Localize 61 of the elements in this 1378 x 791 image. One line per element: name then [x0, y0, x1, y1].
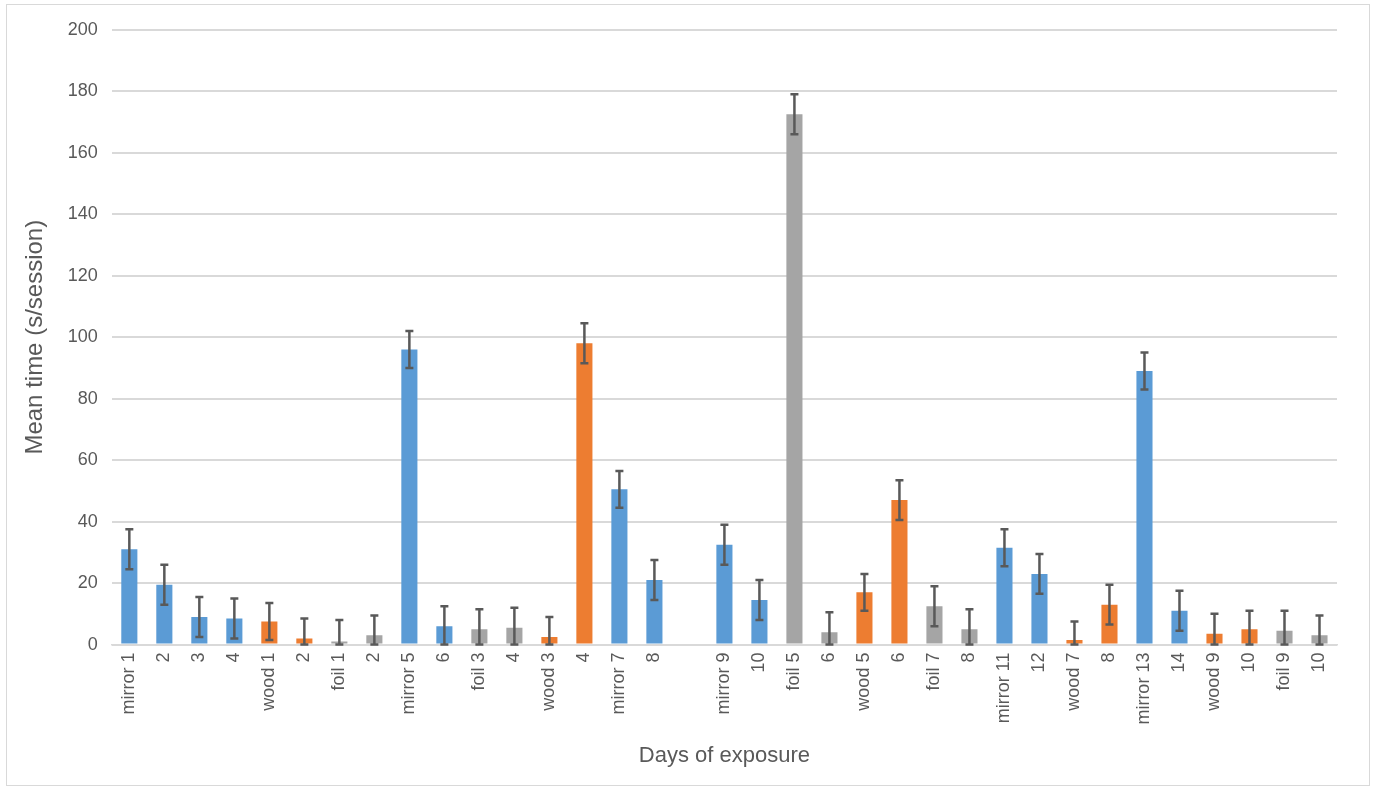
x-tick-label: 8: [643, 652, 664, 663]
x-tick-label: 3: [188, 652, 209, 663]
x-tick-label: foil 5: [783, 652, 804, 691]
y-tick-label: 40: [77, 510, 98, 531]
bar: [156, 584, 173, 644]
x-tick-label: 8: [1098, 652, 1119, 663]
x-tick-label: foil 3: [468, 652, 489, 691]
bar: [121, 549, 138, 644]
y-tick-label: 20: [77, 572, 98, 593]
x-tick-label: 10: [748, 652, 769, 673]
bar: [856, 592, 873, 644]
y-tick-label: 200: [67, 18, 98, 39]
x-tick-label: 10: [1238, 652, 1259, 673]
x-tick-label: 10: [1308, 652, 1329, 673]
x-tick-label: foil 9: [1273, 652, 1294, 691]
bar: [1031, 573, 1048, 644]
y-tick-label: 80: [77, 387, 98, 408]
x-tick-label: 4: [573, 652, 594, 663]
x-tick-label: 6: [888, 652, 909, 663]
bar: [751, 600, 768, 644]
y-tick-label: 120: [67, 264, 98, 285]
x-tick-label: mirror 5: [398, 652, 419, 715]
y-tick-label: 180: [67, 80, 98, 101]
x-tick-label: 4: [223, 652, 244, 663]
bar: [611, 489, 628, 644]
x-axis-title: Days of exposure: [638, 741, 811, 767]
x-tick-label: 2: [293, 652, 314, 663]
bar: [646, 580, 663, 644]
y-tick-label: 0: [87, 633, 98, 654]
bar: [401, 349, 418, 644]
bar: [891, 500, 908, 644]
bar: [786, 114, 803, 644]
bar: [716, 544, 733, 644]
x-tick-label: 4: [503, 652, 524, 663]
x-tick-label: wood 7: [1063, 652, 1084, 712]
x-tick-label: 14: [1168, 652, 1189, 673]
x-tick-label: mirror 13: [1133, 652, 1154, 725]
x-tick-label: 6: [818, 652, 839, 663]
x-tick-label: 2: [363, 652, 384, 663]
y-axis-title: Mean time (s/session): [20, 219, 48, 455]
x-tick-label: foil 7: [923, 652, 944, 691]
x-tick-label: wood 5: [853, 652, 874, 712]
y-tick-label: 140: [67, 203, 98, 224]
y-tick-label: 160: [67, 141, 98, 162]
x-tick-label: foil 1: [328, 652, 349, 691]
x-tick-label: 2: [153, 652, 174, 663]
x-tick-label: mirror 7: [608, 652, 629, 715]
y-tick-label: 60: [77, 449, 98, 470]
x-tick-label: 6: [433, 652, 454, 663]
x-tick-label: wood 3: [538, 652, 559, 712]
x-tick-label: wood 1: [258, 652, 279, 712]
bar: [1136, 371, 1153, 644]
x-tick-label: mirror 1: [118, 652, 139, 715]
x-tick-label: wood 9: [1203, 652, 1224, 712]
bar: [576, 343, 593, 644]
x-tick-label: 12: [1028, 652, 1049, 673]
bar: [996, 547, 1013, 644]
x-tick-label: mirror 11: [993, 652, 1014, 724]
x-tick-label: 8: [958, 652, 979, 663]
y-tick-label: 100: [67, 326, 98, 347]
x-tick-label: mirror 9: [713, 652, 734, 715]
